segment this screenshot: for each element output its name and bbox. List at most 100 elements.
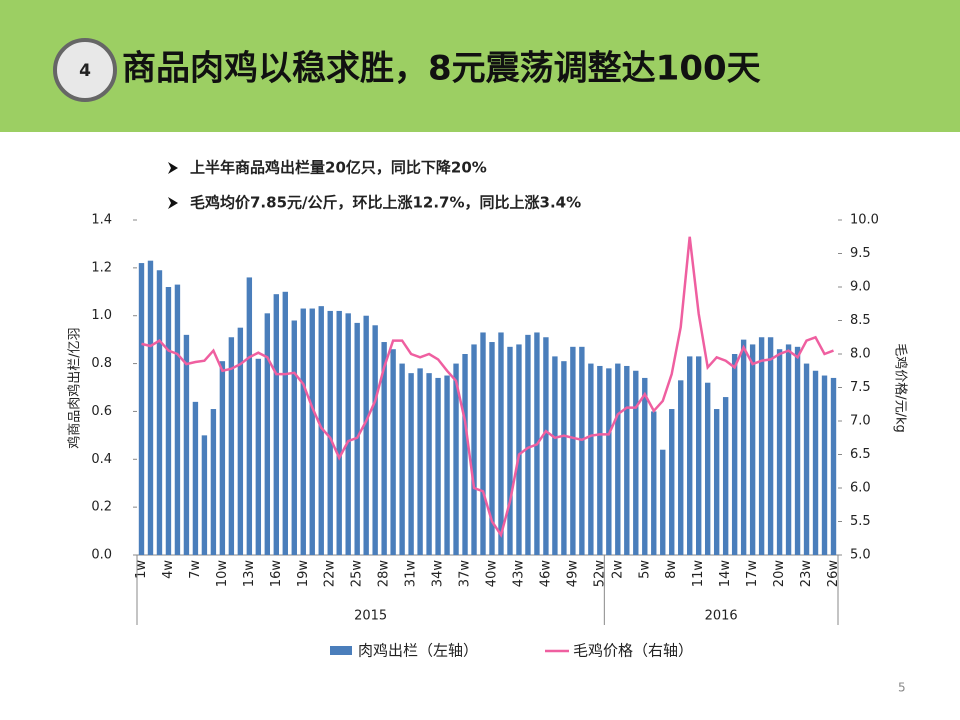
bar (381, 342, 387, 555)
bar (812, 370, 819, 555)
bar (669, 409, 675, 555)
y2-tick-label: 5.5 (850, 514, 871, 529)
legend-swatch (330, 646, 352, 655)
header-band (0, 0, 960, 132)
y-tick-label: 1.2 (91, 260, 112, 275)
x-tick-label: 19w (296, 560, 311, 588)
bar (767, 337, 774, 555)
bar (174, 284, 181, 555)
bar (740, 339, 747, 555)
bullet: 上半年商品鸡出栏量20亿只，同比下降20% (190, 159, 487, 177)
bar (489, 342, 495, 555)
x-tick-label: 20w (772, 560, 787, 588)
bar (372, 325, 378, 555)
bar (525, 334, 531, 555)
x-tick-label: 49w (565, 560, 580, 588)
bar (219, 361, 226, 555)
x-tick-label: 2w (610, 560, 625, 579)
bar (597, 365, 603, 555)
x-tick-label: 11w (691, 560, 706, 588)
bar (731, 354, 738, 555)
bullet-arrow (168, 162, 178, 174)
bar (453, 363, 459, 555)
bar (624, 365, 630, 555)
y2-tick-label: 9.0 (850, 280, 871, 295)
bar (776, 349, 783, 555)
bar (183, 334, 190, 555)
bar (363, 315, 369, 555)
x-tick-label: 4w (161, 560, 176, 579)
y-tick-label: 0.0 (91, 548, 112, 563)
bar (408, 373, 414, 555)
bar (615, 363, 621, 555)
x-tick-label: 25w (350, 560, 365, 588)
y2-tick-label: 7.5 (850, 380, 871, 395)
y2-tick-label: 8.5 (850, 313, 871, 328)
bar (704, 382, 711, 555)
bar (758, 337, 765, 555)
y-tick-label: 0.6 (91, 404, 112, 419)
bar (651, 411, 657, 555)
bar (803, 363, 810, 555)
bar (552, 356, 558, 555)
bar (471, 344, 477, 555)
bar (444, 375, 450, 555)
bullet: 毛鸡均价7.85元/公斤，环比上涨12.7%，同比上涨3.4% (190, 194, 581, 212)
bar (722, 397, 729, 555)
slide-title: 商品肉鸡以稳求胜，8元震荡调整达100天 (122, 49, 761, 89)
bar (830, 377, 837, 555)
y2-tick-label: 6.0 (850, 481, 871, 496)
bar (498, 332, 504, 555)
x-tick-label: 16w (269, 560, 284, 588)
price-line (141, 236, 834, 538)
bar (579, 346, 585, 555)
y2-tick-label: 5.0 (850, 548, 871, 563)
year-label: 2015 (354, 609, 387, 624)
bar (390, 349, 396, 555)
x-tick-label: 52w (592, 560, 607, 588)
x-tick-label: 5w (637, 560, 652, 579)
bar (543, 337, 549, 555)
x-tick-label: 23w (799, 560, 814, 588)
y2-tick-label: 8.0 (850, 347, 871, 362)
number-badge (53, 38, 117, 102)
bar (633, 370, 639, 555)
x-tick-label: 40w (484, 560, 499, 588)
y-tick-label: 1.4 (91, 213, 112, 228)
bar (399, 363, 405, 555)
bar (678, 380, 684, 555)
x-tick-label: 26w (826, 560, 841, 588)
legend-label: 肉鸡出栏（左轴） (358, 642, 478, 660)
x-tick-label: 28w (377, 560, 392, 588)
year-label: 2016 (705, 609, 738, 624)
x-tick-label: 37w (458, 560, 473, 588)
bar (273, 294, 279, 555)
x-tick-label: 34w (431, 560, 446, 588)
bar (237, 327, 244, 555)
bar (300, 308, 306, 555)
y-axis-label: 鸡商品肉鸡出栏/亿羽 (67, 327, 83, 448)
bar (794, 346, 801, 555)
bar (147, 260, 154, 555)
bar (642, 377, 648, 555)
y2-tick-label: 6.5 (850, 447, 871, 462)
bar (606, 368, 612, 555)
x-tick-label: 7w (188, 560, 203, 579)
bar (660, 449, 666, 555)
bar (165, 287, 172, 555)
bar (696, 356, 702, 555)
bar (246, 277, 253, 555)
bar (749, 344, 756, 555)
x-tick-label: 46w (538, 560, 553, 588)
bar (192, 401, 199, 555)
bar (255, 358, 262, 555)
bar (462, 354, 468, 555)
x-tick-label: 22w (323, 560, 338, 588)
bar (713, 409, 720, 555)
bar (785, 344, 792, 555)
bar (507, 346, 513, 555)
bar (210, 409, 217, 555)
y-tick-label: 0.8 (91, 356, 112, 371)
y-tick-label: 1.0 (91, 308, 112, 323)
